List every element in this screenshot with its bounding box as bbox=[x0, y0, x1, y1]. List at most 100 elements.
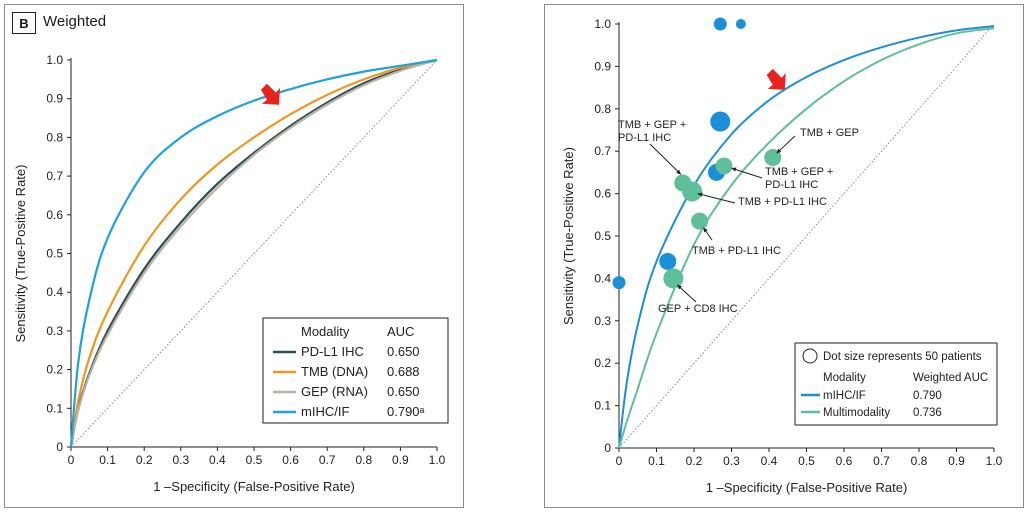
point-label: TMB + GEP + bbox=[765, 166, 833, 178]
y-axis-label: Sensitivity (True-Positive Rate) bbox=[561, 147, 576, 325]
y-axis-label: Sensitivity (True-Positive Rate) bbox=[13, 165, 28, 343]
x-tick-label: 0.6 bbox=[836, 454, 853, 468]
label-arrowhead bbox=[703, 227, 708, 233]
y-tick-label: 0.3 bbox=[46, 324, 63, 338]
x-tick-label: 0.1 bbox=[99, 453, 116, 467]
x-tick-label: 0 bbox=[616, 454, 623, 468]
y-tick-label: 0.1 bbox=[46, 401, 63, 415]
y-tick-label: 0.6 bbox=[594, 187, 611, 201]
legend-label: TMB (DNA) bbox=[301, 364, 368, 379]
data-point bbox=[710, 111, 731, 132]
highlight-arrow bbox=[260, 83, 280, 105]
y-tick-label: 0.2 bbox=[46, 363, 63, 377]
legend-label: Multimodality bbox=[823, 407, 890, 419]
point-label: TMB + PD-L1 IHC bbox=[692, 245, 781, 257]
legend-label: mIHC/IF bbox=[823, 390, 866, 402]
point-label: TMB + GEP bbox=[800, 127, 859, 139]
x-tick-label: 0.8 bbox=[911, 454, 928, 468]
x-tick-label: 0.5 bbox=[246, 453, 263, 467]
legend-header-auc: AUC bbox=[387, 324, 414, 339]
left-chart-panel: B Weighted bbox=[4, 4, 464, 508]
point-label: PD-L1 IHC bbox=[765, 179, 818, 191]
y-tick-label: 0.5 bbox=[46, 247, 63, 261]
point-label: PD-L1 IHC bbox=[618, 132, 671, 144]
y-tick-label: 0.4 bbox=[594, 271, 611, 285]
point-label: TMB + PD-L1 IHC bbox=[738, 196, 827, 208]
y-tick-label: 0 bbox=[56, 440, 63, 454]
x-tick-label: 0.5 bbox=[798, 454, 815, 468]
x-tick-label: 0.8 bbox=[355, 453, 372, 467]
legend-auc-value: 0.790 bbox=[913, 390, 942, 402]
roc-curve-mihc-if bbox=[618, 25, 995, 449]
legend-header-modality: Modality bbox=[823, 372, 866, 384]
label-leader-line bbox=[731, 167, 763, 179]
data-point bbox=[659, 252, 677, 270]
x-axis-label: 1 –Specificity (False-Positive Rate) bbox=[153, 479, 355, 494]
x-tick-label: 0.4 bbox=[209, 453, 226, 467]
y-tick-label: 0.8 bbox=[46, 130, 63, 144]
x-tick-label: 0.3 bbox=[172, 453, 189, 467]
data-point bbox=[691, 212, 709, 230]
x-tick-label: 1.0 bbox=[429, 453, 446, 467]
y-tick-label: 0.7 bbox=[594, 144, 611, 158]
legend-header-modality: Modality bbox=[301, 324, 350, 339]
label-leader-line bbox=[697, 193, 736, 204]
legend-box bbox=[794, 342, 998, 426]
legend-label: PD-L1 IHC bbox=[301, 344, 364, 359]
size-key-dot bbox=[802, 348, 818, 364]
y-tick-label: 1.0 bbox=[594, 17, 611, 31]
legend-label: mIHC/IF bbox=[301, 404, 349, 419]
legend-auc-value: 0.650 bbox=[387, 344, 420, 359]
y-tick-label: 0.1 bbox=[594, 399, 611, 413]
label-leader-line bbox=[649, 143, 682, 175]
x-tick-label: 0.4 bbox=[761, 454, 778, 468]
x-axis-label: 1 –Specificity (False-Positive Rate) bbox=[706, 480, 908, 495]
legend-auc-value: 0.736 bbox=[913, 407, 942, 419]
y-tick-label: 0.5 bbox=[594, 229, 611, 243]
y-tick-label: 1.0 bbox=[46, 53, 63, 67]
legend-auc-value: 0.688 bbox=[387, 364, 420, 379]
x-tick-label: 0.9 bbox=[948, 454, 965, 468]
legend-auc-value: 0.790ᵃ bbox=[387, 404, 425, 419]
y-tick-label: 0.4 bbox=[46, 285, 63, 299]
legend-label: GEP (RNA) bbox=[301, 384, 368, 399]
legend-header-auc: Weighted AUC bbox=[913, 372, 988, 384]
label-arrowhead bbox=[697, 192, 703, 197]
panel-badge: B bbox=[12, 12, 36, 34]
x-tick-label: 1.0 bbox=[986, 454, 1003, 468]
panel-title: Weighted bbox=[43, 13, 107, 30]
data-point bbox=[663, 268, 684, 289]
x-tick-label: 0.1 bbox=[648, 454, 665, 468]
x-tick-label: 0.7 bbox=[873, 454, 890, 468]
x-tick-label: 0.2 bbox=[136, 453, 153, 467]
y-tick-label: 0.7 bbox=[46, 169, 63, 183]
x-tick-label: 0.9 bbox=[392, 453, 409, 467]
legend-auc-value: 0.650 bbox=[387, 384, 420, 399]
point-label: GEP + CD8 IHC bbox=[658, 303, 738, 315]
reference-diagonal bbox=[70, 59, 438, 448]
size-note: Dot size represents 50 patients bbox=[823, 351, 982, 363]
y-tick-label: 0.8 bbox=[594, 102, 611, 116]
y-tick-label: 0.2 bbox=[594, 356, 611, 370]
y-tick-label: 0.6 bbox=[46, 208, 63, 222]
highlight-arrow bbox=[766, 68, 786, 90]
x-tick-label: 0.2 bbox=[686, 454, 703, 468]
x-tick-label: 0 bbox=[68, 453, 75, 467]
data-point bbox=[715, 157, 733, 175]
roc-curve-gep-rna- bbox=[69, 58, 438, 448]
label-arrowhead bbox=[776, 148, 782, 154]
label-arrowhead bbox=[731, 167, 737, 172]
label-arrowhead bbox=[677, 284, 682, 290]
roc-curve-multimodality bbox=[618, 27, 995, 449]
y-tick-label: 0.9 bbox=[594, 59, 611, 73]
data-point bbox=[735, 19, 746, 29]
roc-curve-tmb-dna- bbox=[69, 58, 438, 448]
x-tick-label: 0.6 bbox=[282, 453, 299, 467]
x-tick-label: 0.3 bbox=[723, 454, 740, 468]
legend-box bbox=[262, 317, 449, 424]
y-tick-label: 0.9 bbox=[46, 92, 63, 106]
y-tick-label: 0 bbox=[604, 441, 611, 455]
point-label: TMB + GEP + bbox=[618, 119, 686, 131]
data-point bbox=[713, 17, 727, 31]
